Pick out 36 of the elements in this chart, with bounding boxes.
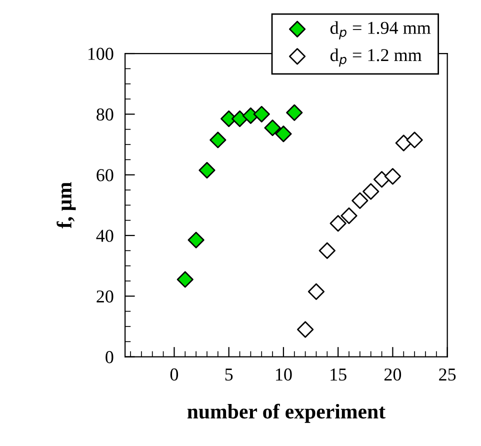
y-tick-label: 40 [96, 230, 114, 242]
point [352, 192, 368, 209]
x-tick-label: 15 [330, 368, 346, 381]
x-tick-label: 20 [384, 368, 402, 381]
point [198, 162, 216, 179]
y-tick-label: 20 [96, 290, 114, 303]
point [308, 283, 325, 300]
point [330, 215, 346, 232]
x-axis-title: number of experiment [187, 404, 386, 423]
legend-label: d$_{p}$ = 1.94 mm [330, 21, 431, 40]
y-axis-title: f, µm [56, 182, 76, 228]
point [275, 126, 292, 142]
point [210, 132, 226, 148]
x-tick-label: 5 [225, 368, 233, 381]
x-tick-label: 25 [439, 368, 456, 381]
legend-label: d$_{p}$ = 1.2 mm [330, 48, 422, 67]
point [318, 242, 336, 259]
point [373, 171, 390, 188]
point [286, 104, 303, 121]
x-tick-label: 0 [170, 368, 178, 381]
y-tick-label: 60 [96, 169, 114, 182]
point [231, 110, 248, 128]
point [406, 132, 423, 148]
y-tick-label: 100 [88, 48, 114, 60]
point [264, 120, 281, 136]
y-tick-label: 80 [96, 108, 114, 121]
y-tick-label: 0 [106, 351, 114, 364]
point [384, 168, 402, 185]
point [253, 106, 270, 122]
point [362, 183, 380, 200]
point [297, 321, 314, 338]
point [340, 207, 358, 224]
x-tick-label: 10 [276, 368, 292, 381]
point [395, 134, 412, 152]
point [188, 232, 204, 248]
point [176, 271, 194, 288]
